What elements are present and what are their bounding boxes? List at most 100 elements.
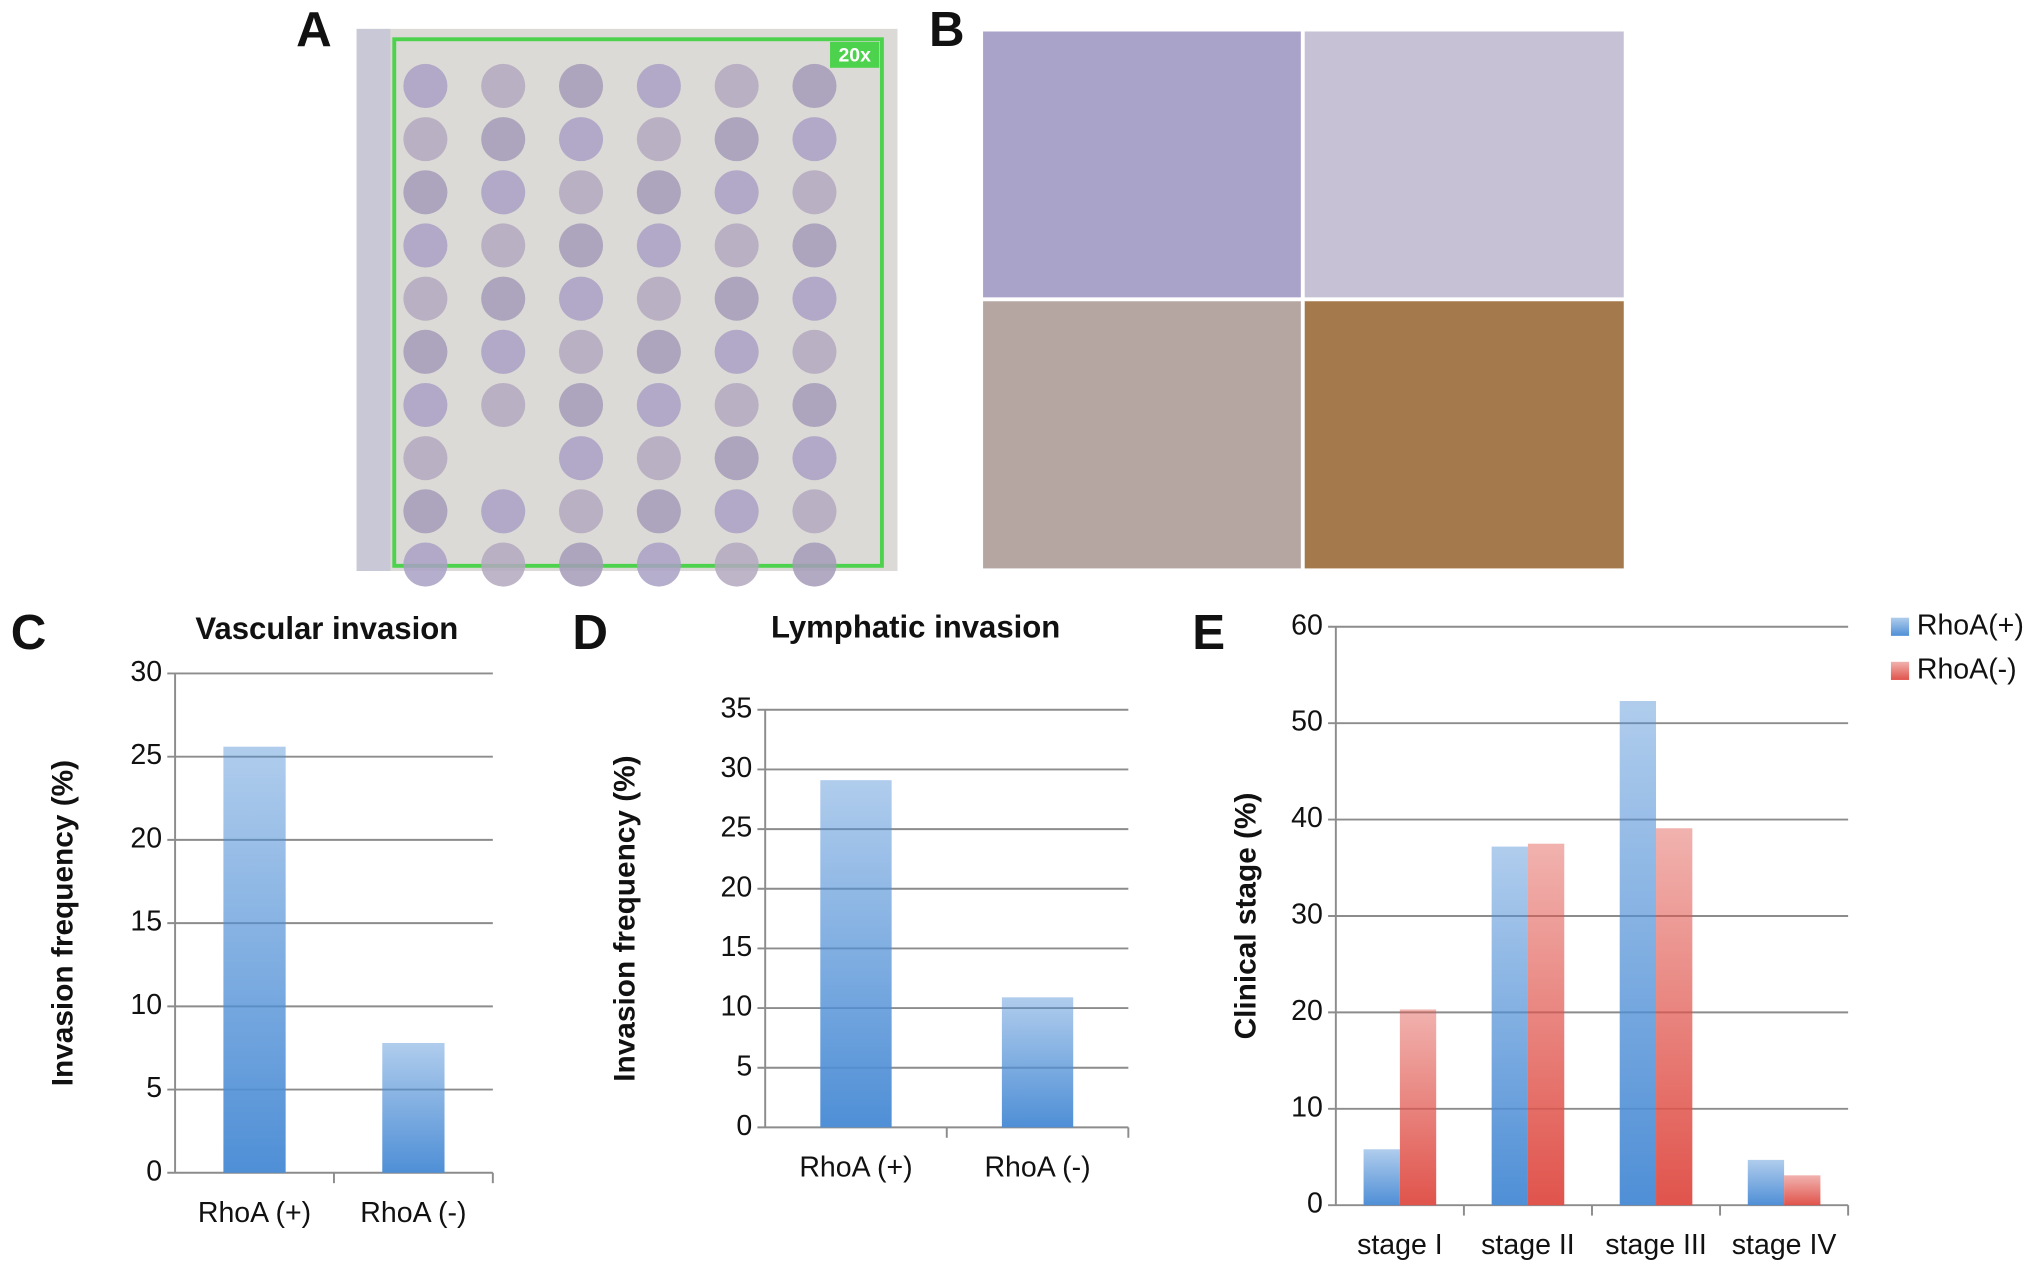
y-tick-label: 25 (130, 739, 162, 771)
tissue-core (636, 223, 681, 268)
tissue-core (403, 489, 448, 534)
ihc-tile (1304, 301, 1624, 569)
panel-label: D (572, 605, 608, 660)
y-tick-label: 20 (1291, 995, 1323, 1027)
y-tick-label: 0 (146, 1155, 162, 1187)
x-tick-label: RhoA (+) (799, 1151, 912, 1183)
tissue-core (792, 223, 837, 268)
tissue-core (558, 63, 604, 108)
tissue-core (558, 223, 604, 268)
panel-label: B (929, 2, 965, 57)
y-axis-label: Invasion frequency (%) (608, 755, 641, 1081)
ihc-tile (983, 31, 1301, 298)
legend-label: RhoA(-) (1917, 653, 2017, 685)
tissue-core (403, 63, 448, 108)
panel-label: A (296, 2, 332, 57)
tissue-core (403, 382, 448, 428)
y-tick-label: 5 (736, 1050, 752, 1082)
tissue-core (792, 63, 837, 108)
magnification-label: 20x (838, 44, 871, 66)
legend-swatch (1890, 617, 1910, 636)
tissue-core (481, 489, 526, 534)
tissue-core (714, 223, 759, 268)
tissue-core (558, 170, 604, 215)
y-tick-label: 20 (721, 871, 753, 903)
tissue-core (558, 382, 604, 428)
tissue-core (481, 329, 526, 374)
x-tick-label: stage I (1357, 1229, 1443, 1261)
magnification-badge (830, 41, 880, 68)
tissue-core (792, 542, 837, 587)
ihc-tile (1304, 31, 1624, 298)
ihc-images (983, 31, 1624, 569)
tissue-core (792, 117, 837, 162)
tissue-core (403, 276, 448, 321)
chart-title: Vascular invasion (195, 611, 458, 646)
tissue-core (481, 223, 526, 268)
tissue-core (636, 63, 681, 108)
slide-edge (356, 28, 391, 572)
y-tick-label: 30 (130, 656, 162, 688)
tissue-core (714, 276, 759, 321)
y-tick-label: 35 (721, 692, 753, 724)
panel-label: C (11, 605, 47, 660)
y-axis-label: Clinical stage (%) (1230, 793, 1263, 1040)
tissue-core (558, 436, 604, 481)
tissue-core (481, 542, 526, 587)
x-tick-label: stage IV (1732, 1229, 1837, 1261)
tissue-core (714, 329, 759, 374)
y-tick-label: 10 (1291, 1091, 1323, 1123)
tissue-core (792, 276, 837, 321)
tissue-core (636, 276, 681, 321)
bar (1784, 1175, 1821, 1206)
bar (1527, 843, 1565, 1206)
tissue-core (481, 276, 526, 321)
tissue-core (403, 329, 448, 374)
tissue-core (714, 170, 759, 215)
tissue-core (403, 223, 448, 268)
tissue-core (403, 436, 448, 481)
x-tick-label: RhoA (-) (360, 1197, 466, 1229)
bar (820, 780, 892, 1128)
y-tick-label: 40 (1291, 802, 1323, 834)
tissue-core (714, 117, 759, 162)
tissue-core (558, 329, 604, 374)
y-tick-label: 30 (721, 752, 753, 784)
y-tick-label: 10 (130, 989, 162, 1021)
bar (1747, 1159, 1785, 1206)
tissue-core (403, 170, 448, 215)
y-tick-label: 10 (721, 991, 753, 1023)
tissue-core (558, 489, 604, 534)
tissue-core (792, 489, 837, 534)
tissue-core (636, 542, 681, 587)
bar (1619, 701, 1657, 1206)
y-tick-label: 15 (130, 906, 162, 938)
y-tick-label: 50 (1291, 706, 1323, 738)
tissue-core (714, 542, 759, 587)
y-tick-label: 0 (1307, 1188, 1323, 1220)
tissue-core (558, 542, 604, 587)
tissue-core (403, 117, 448, 162)
tissue-microarray-image: 20x (356, 28, 898, 587)
tissue-core (403, 542, 448, 587)
legend-swatch (1890, 661, 1910, 680)
chart-title: Lymphatic invasion (771, 610, 1060, 645)
tissue-core (714, 382, 759, 428)
tissue-core (636, 436, 681, 481)
tissue-core (481, 63, 526, 108)
tissue-core (714, 63, 759, 108)
tissue-core (714, 489, 759, 534)
tissue-core (558, 117, 604, 162)
bar (223, 746, 286, 1173)
bar (1491, 846, 1528, 1206)
tissue-core (792, 436, 837, 481)
x-tick-label: RhoA (+) (198, 1197, 311, 1229)
tissue-core (481, 117, 526, 162)
y-tick-label: 60 (1291, 609, 1323, 641)
y-tick-label: 30 (1291, 899, 1323, 931)
tissue-core (636, 489, 681, 534)
tissue-core (636, 117, 681, 162)
y-axis-label: Invasion frequency (%) (47, 760, 80, 1086)
y-tick-label: 5 (146, 1072, 162, 1104)
